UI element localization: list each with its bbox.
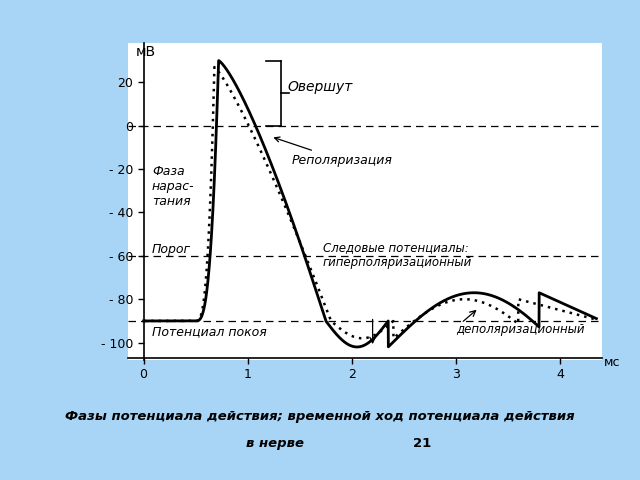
Text: Фазы потенциала действия; временной ход потенциала действия: Фазы потенциала действия; временной ход … — [65, 410, 575, 423]
Text: Порог: Порог — [152, 243, 191, 256]
Text: в нерве: в нерве — [246, 437, 304, 450]
Text: Фаза
нарас-
тания: Фаза нарас- тания — [152, 165, 195, 208]
Text: 21: 21 — [413, 437, 431, 450]
Text: Реполяризация: Реполяризация — [275, 137, 392, 167]
Text: мс: мс — [604, 356, 620, 369]
Text: мВ: мВ — [135, 46, 156, 60]
Text: Овершут: Овершут — [287, 80, 353, 94]
Text: Потенциал покоя: Потенциал покоя — [152, 325, 267, 338]
Text: Следовые потенциалы:
гиперполяризационный: Следовые потенциалы: гиперполяризационны… — [323, 240, 472, 269]
Text: деполяризационный: деполяризационный — [456, 323, 584, 336]
